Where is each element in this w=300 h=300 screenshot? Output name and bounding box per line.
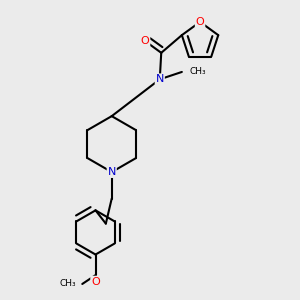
Text: N: N <box>107 167 116 177</box>
Text: O: O <box>91 277 100 286</box>
Text: CH₃: CH₃ <box>189 68 206 76</box>
Text: O: O <box>141 36 149 46</box>
Text: N: N <box>156 74 164 84</box>
Text: CH₃: CH₃ <box>60 280 76 289</box>
Text: O: O <box>196 17 204 27</box>
